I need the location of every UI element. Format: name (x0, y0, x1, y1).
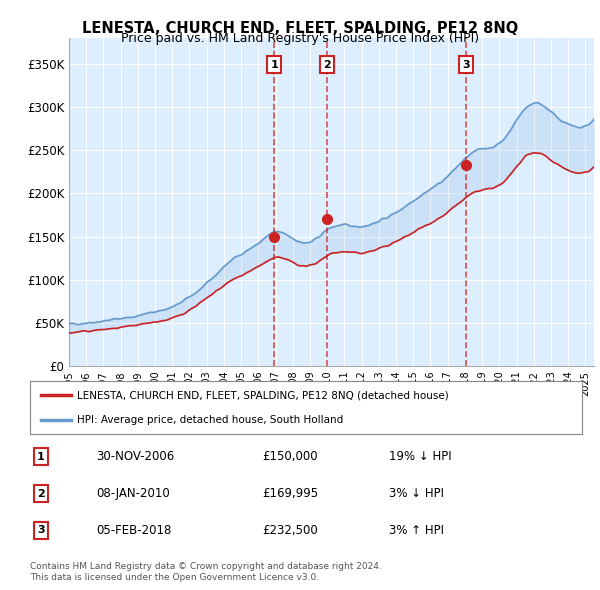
Text: 08-JAN-2010: 08-JAN-2010 (96, 487, 170, 500)
Text: This data is licensed under the Open Government Licence v3.0.: This data is licensed under the Open Gov… (30, 573, 319, 582)
Text: £150,000: £150,000 (262, 450, 317, 463)
Text: LENESTA, CHURCH END, FLEET, SPALDING, PE12 8NQ (detached house): LENESTA, CHURCH END, FLEET, SPALDING, PE… (77, 391, 449, 401)
Text: £169,995: £169,995 (262, 487, 318, 500)
Text: LENESTA, CHURCH END, FLEET, SPALDING, PE12 8NQ: LENESTA, CHURCH END, FLEET, SPALDING, PE… (82, 21, 518, 35)
Text: 3% ↓ HPI: 3% ↓ HPI (389, 487, 444, 500)
Text: 2: 2 (37, 489, 45, 499)
Text: 3: 3 (37, 526, 45, 536)
Text: 05-FEB-2018: 05-FEB-2018 (96, 524, 172, 537)
Text: Price paid vs. HM Land Registry's House Price Index (HPI): Price paid vs. HM Land Registry's House … (121, 32, 479, 45)
Text: 30-NOV-2006: 30-NOV-2006 (96, 450, 175, 463)
Text: 2: 2 (323, 60, 331, 70)
Text: 19% ↓ HPI: 19% ↓ HPI (389, 450, 451, 463)
Text: 1: 1 (37, 452, 45, 462)
Text: Contains HM Land Registry data © Crown copyright and database right 2024.: Contains HM Land Registry data © Crown c… (30, 562, 382, 571)
Text: HPI: Average price, detached house, South Holland: HPI: Average price, detached house, Sout… (77, 415, 343, 425)
Text: £232,500: £232,500 (262, 524, 317, 537)
Text: 1: 1 (270, 60, 278, 70)
Text: 3% ↑ HPI: 3% ↑ HPI (389, 524, 444, 537)
Text: 3: 3 (463, 60, 470, 70)
